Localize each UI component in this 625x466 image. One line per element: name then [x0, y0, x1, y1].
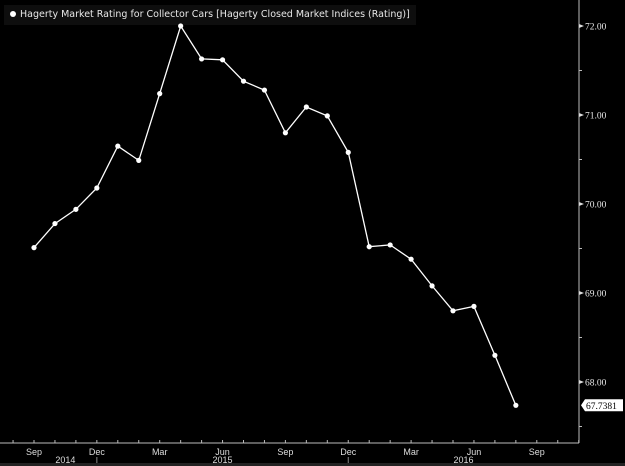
- legend: Hagerty Market Rating for Collector Cars…: [4, 5, 416, 25]
- x-tick-label: Jun: [467, 447, 482, 457]
- data-point: [219, 57, 226, 63]
- y-tick-marker: [579, 202, 584, 206]
- x-tick-label: Sep: [26, 447, 42, 457]
- series-line: [33, 24, 517, 406]
- x-tick-label: Sep: [277, 447, 293, 457]
- data-point: [408, 256, 414, 262]
- x-tick-label: Dec: [89, 447, 106, 457]
- data-point: [261, 87, 268, 93]
- data-point: [199, 56, 205, 62]
- data-point: [136, 157, 142, 163]
- legend-marker-icon: [10, 10, 16, 17]
- y-tick-marker: [579, 291, 584, 295]
- data-point: [115, 143, 121, 149]
- y-tick-label: 70.00: [585, 201, 607, 211]
- data-point: [94, 185, 100, 191]
- data-point: [429, 283, 435, 289]
- data-point: [450, 308, 456, 314]
- data-point: [513, 402, 519, 408]
- x-year-label: 2016: [453, 455, 473, 465]
- data-point: [366, 244, 372, 250]
- data-point: [471, 303, 477, 309]
- x-year-label: 2015: [213, 455, 233, 465]
- bottom-bar: [0, 463, 625, 466]
- last-value-label: 67.7381: [586, 402, 617, 412]
- y-tick-label: 71.00: [585, 112, 607, 122]
- x-tick-label: Mar: [403, 447, 419, 457]
- x-year-label: 2014: [55, 455, 75, 465]
- data-point: [492, 352, 498, 358]
- data-point: [31, 245, 37, 251]
- data-point: [52, 220, 58, 227]
- y-tick-label: 68.00: [585, 379, 607, 389]
- y-tick-marker: [579, 113, 584, 117]
- data-point: [73, 206, 79, 212]
- y-tick-marker: [579, 380, 584, 384]
- y-tick-label: 72.00: [585, 23, 607, 33]
- x-tick-label: Jun: [215, 447, 230, 457]
- data-point: [324, 113, 330, 119]
- x-tick-label: Mar: [152, 447, 168, 457]
- legend-label: Hagerty Market Rating for Collector Cars…: [20, 9, 410, 20]
- data-point: [240, 78, 247, 84]
- x-tick-label: Sep: [529, 447, 545, 457]
- last-value-tag: [581, 399, 623, 412]
- data-point: [178, 23, 184, 29]
- data-point: [157, 91, 163, 97]
- x-tick-label: Dec: [340, 447, 357, 457]
- data-point: [345, 149, 351, 155]
- data-point: [282, 130, 288, 136]
- y-tick-label: 69.00: [585, 290, 607, 300]
- y-tick-marker: [579, 24, 584, 28]
- data-point: [303, 104, 309, 110]
- data-point: [387, 242, 393, 248]
